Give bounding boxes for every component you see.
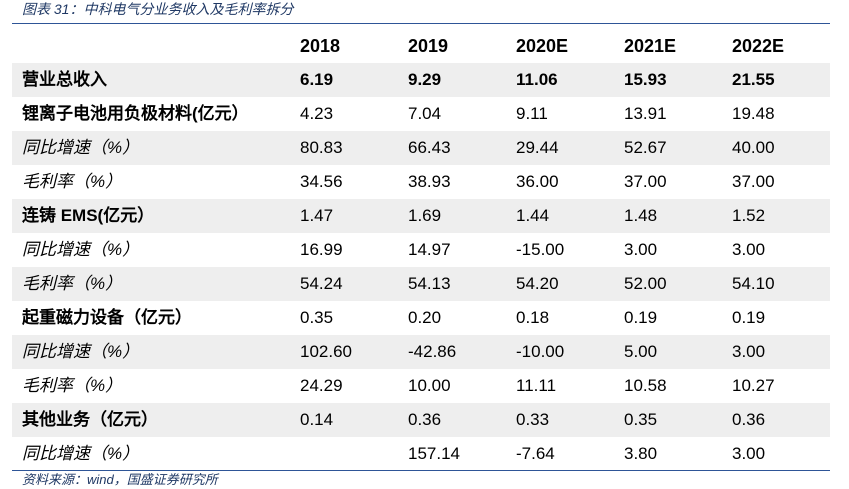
cell-value: -7.64: [516, 444, 555, 463]
cell-value: 7.04: [408, 104, 442, 123]
cell-value: 0.14: [290, 403, 398, 437]
header-year-2021e: 2021E: [624, 36, 677, 56]
cell-value: 54.10: [722, 267, 830, 301]
table-row: 锂离子电池用负极材料(亿元） 4.23 7.04 9.11 13.91 19.4…: [12, 97, 830, 131]
row-label: 毛利率（%）: [22, 172, 123, 191]
table-row: 同比增速（%） 157.14 -7.64 3.80 3.00: [12, 437, 830, 471]
table-row: 连铸 EMS(亿元） 1.47 1.69 1.44 1.48 1.52: [12, 199, 830, 233]
cell-value: 38.93: [408, 172, 451, 191]
table-row: 同比增速（%） 16.99 14.97 -15.00 3.00 3.00: [12, 233, 830, 267]
cell-value: 66.43: [398, 131, 506, 165]
cell-value: -42.86: [398, 335, 506, 369]
cell-value: 9.29: [398, 63, 506, 97]
row-label: 同比增速（%）: [12, 335, 290, 369]
cell-value: 4.23: [300, 104, 334, 123]
cell-value: 157.14: [408, 444, 460, 463]
cell-value: 0.19: [624, 308, 658, 327]
cell-value: 21.55: [722, 63, 830, 97]
row-label: 营业总收入: [12, 63, 290, 97]
row-label: 连铸 EMS(亿元）: [12, 199, 290, 233]
cell-value: 1.47: [290, 199, 398, 233]
cell-value: 1.69: [398, 199, 506, 233]
cell-value: 0.36: [398, 403, 506, 437]
cell-value: 5.00: [614, 335, 722, 369]
cell-value: 16.99: [300, 240, 343, 259]
cell-value: 0.19: [732, 308, 766, 327]
table-header-row: 2018 2019 2020E 2021E 2022E: [12, 29, 830, 63]
source-note: 资料来源：wind，国盛证券研究所: [22, 472, 218, 487]
table-row: 同比增速（%） 80.83 66.43 29.44 52.67 40.00: [12, 131, 830, 165]
cell-value: 52.00: [614, 267, 722, 301]
table-row: 其他业务（亿元） 0.14 0.36 0.33 0.35 0.36: [12, 403, 830, 437]
cell-value: 6.19: [290, 63, 398, 97]
row-label: 其他业务（亿元）: [12, 403, 290, 437]
cell-value: 3.00: [732, 444, 766, 463]
cell-value: 29.44: [506, 131, 614, 165]
row-label: 同比增速（%）: [22, 444, 140, 463]
bottom-rule: [12, 470, 830, 471]
row-label: 锂离子电池用负极材料(亿元）: [22, 104, 249, 123]
cell-value: 37.00: [624, 172, 667, 191]
cell-value: 3.00: [732, 240, 766, 259]
header-year-2020e: 2020E: [516, 36, 569, 56]
cell-value: 52.67: [614, 131, 722, 165]
cell-value: 0.20: [408, 308, 442, 327]
cell-value: 10.27: [732, 376, 775, 395]
cell-value: -15.00: [516, 240, 565, 259]
cell-value: 54.20: [506, 267, 614, 301]
top-rule: [12, 23, 830, 24]
cell-value: 10.58: [624, 376, 667, 395]
cell-value: 13.91: [624, 104, 667, 123]
cell-value: 1.48: [614, 199, 722, 233]
cell-value: 0.18: [516, 308, 550, 327]
cell-value: 19.48: [732, 104, 775, 123]
table-row: 毛利率（%） 34.56 38.93 36.00 37.00 37.00: [12, 165, 830, 199]
cell-value: 1.44: [506, 199, 614, 233]
cell-value: 24.29: [300, 376, 343, 395]
cell-value: 0.33: [506, 403, 614, 437]
header-year-2019: 2019: [408, 36, 449, 56]
row-label: 起重磁力设备（亿元）: [22, 308, 192, 327]
table-row: 起重磁力设备（亿元） 0.35 0.20 0.18 0.19 0.19: [12, 301, 830, 335]
header-year-2018: 2018: [300, 36, 341, 56]
cell-value: 36.00: [516, 172, 559, 191]
cell-value: 54.24: [290, 267, 398, 301]
header-year-2022e: 2022E: [732, 36, 785, 56]
figure-caption: 图表 31：中科电气分业务收入及毛利率拆分: [22, 1, 294, 17]
cell-value: 54.13: [398, 267, 506, 301]
cell-value: 11.11: [516, 376, 557, 395]
table-row: 毛利率（%） 54.24 54.13 54.20 52.00 54.10: [12, 267, 830, 301]
cell-value: 15.93: [614, 63, 722, 97]
cell-value: 3.80: [624, 444, 658, 463]
row-label: 同比增速（%）: [22, 240, 140, 259]
cell-value: 1.52: [722, 199, 830, 233]
cell-value: 0.35: [614, 403, 722, 437]
cell-value: [290, 437, 398, 471]
cell-value: 40.00: [722, 131, 830, 165]
cell-value: 80.83: [290, 131, 398, 165]
cell-value: 102.60: [290, 335, 398, 369]
header-blank-cell: [12, 29, 290, 63]
cell-value: 14.97: [408, 240, 451, 259]
cell-value: 9.11: [516, 104, 548, 123]
cell-value: 3.00: [624, 240, 658, 259]
cell-value: 11.06: [506, 63, 614, 97]
row-label: 同比增速（%）: [12, 131, 290, 165]
cell-value: 34.56: [300, 172, 343, 191]
cell-value: 37.00: [732, 172, 775, 191]
cell-value: 10.00: [408, 376, 451, 395]
table-row: 同比增速（%） 102.60 -42.86 -10.00 5.00 3.00: [12, 335, 830, 369]
revenue-table: 2018 2019 2020E 2021E 2022E 营业总收入 6.19 9…: [12, 29, 830, 471]
cell-value: -10.00: [506, 335, 614, 369]
table-row: 毛利率（%） 24.29 10.00 11.11 10.58 10.27: [12, 369, 830, 403]
cell-value: 0.35: [300, 308, 334, 327]
cell-value: 3.00: [722, 335, 830, 369]
cell-value: 0.36: [722, 403, 830, 437]
row-label: 毛利率（%）: [22, 376, 123, 395]
table-row: 营业总收入 6.19 9.29 11.06 15.93 21.55: [12, 63, 830, 97]
row-label: 毛利率（%）: [12, 267, 290, 301]
